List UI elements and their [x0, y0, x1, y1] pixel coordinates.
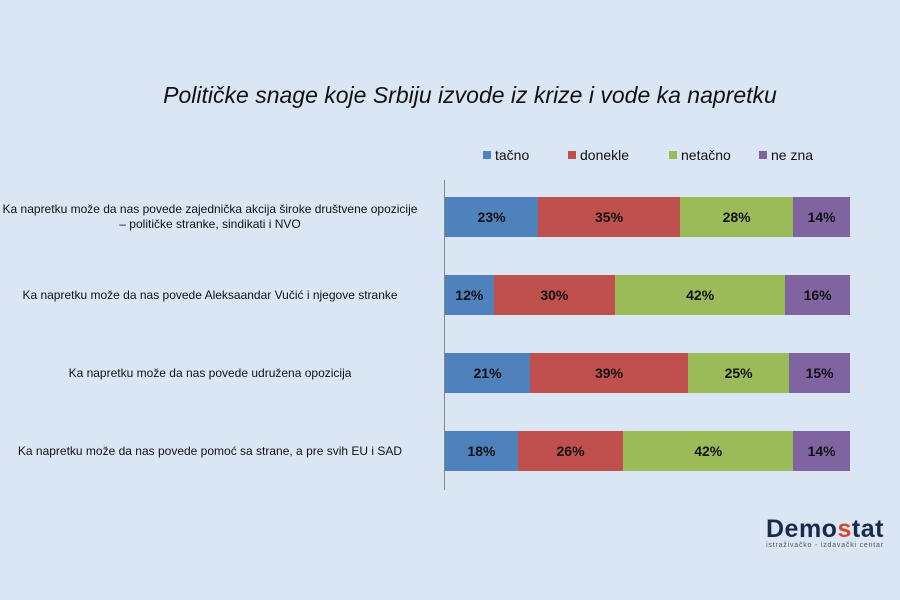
legend-label: ne zna: [771, 147, 814, 163]
bar-segment: 14%: [793, 431, 850, 471]
stacked-bar: 23% 35% 28% 14%: [445, 197, 850, 237]
bar-segment: 12%: [445, 275, 494, 315]
legend-label: donekle: [580, 147, 630, 163]
data-label: 35%: [595, 209, 624, 225]
category-label: Ka napretku može da nas povede Aleksaand…: [22, 287, 398, 302]
data-label: 23%: [477, 209, 506, 225]
data-label: 18%: [467, 443, 496, 459]
bar-segment: 42%: [615, 275, 786, 315]
logo-subtitle: istraživačko - izdavački centar: [766, 542, 884, 549]
data-label: 39%: [595, 365, 624, 381]
data-label: 25%: [724, 365, 753, 381]
bar-segment: 42%: [623, 431, 794, 471]
data-label: 15%: [805, 365, 834, 381]
data-label: 30%: [540, 287, 569, 303]
data-label: 26%: [556, 443, 585, 459]
legend-swatch: [483, 151, 491, 159]
y-axis-line: [444, 180, 445, 490]
category-label: Ka napretku može da nas povede udružena …: [68, 365, 352, 380]
legend-swatch: [759, 151, 767, 159]
bar-segment: 28%: [679, 197, 794, 237]
stacked-bar: 18% 26% 42% 14%: [445, 431, 850, 471]
data-label: 42%: [686, 287, 715, 303]
bar-segment: 23%: [445, 197, 539, 237]
data-label: 14%: [807, 443, 836, 459]
bar-segment: 30%: [493, 275, 616, 315]
bar-segment: 26%: [517, 431, 624, 471]
legend-label: netačno: [681, 147, 731, 163]
data-label: 12%: [455, 287, 484, 303]
legend-item: tačno: [483, 147, 529, 163]
data-label: 42%: [694, 443, 723, 459]
data-label: 28%: [722, 209, 751, 225]
stacked-bar: 12% 30% 42% 16%: [445, 275, 850, 315]
demostat-logo: Demostat istraživačko - izdavački centar: [766, 515, 884, 549]
legend-label: tačno: [495, 147, 530, 163]
stacked-bar: 21% 39% 25% 15%: [445, 353, 850, 393]
category-label: Ka napretku može da nas povede pomoć sa …: [17, 443, 403, 458]
bar-segment: 14%: [793, 197, 850, 237]
chart-title: Političke snage koje Srbiju izvode iz kr…: [163, 82, 777, 108]
data-label: 14%: [807, 209, 836, 225]
bar-segment: 39%: [530, 353, 688, 393]
bar-segment: 16%: [785, 275, 850, 315]
legend-item: ne zna: [759, 147, 813, 163]
category-label: Ka napretku može da nas povede zajedničk…: [2, 202, 418, 231]
legend-swatch: [568, 151, 576, 159]
legend-swatch: [669, 151, 677, 159]
data-label: 21%: [473, 365, 502, 381]
bar-segment: 21%: [445, 353, 531, 393]
bar-segment: 35%: [538, 197, 680, 237]
bar-segment: 18%: [445, 431, 518, 471]
legend-item: netačno: [669, 147, 731, 163]
logo-name: Demostat: [766, 515, 884, 543]
bar-segment: 15%: [789, 353, 850, 393]
bar-segment: 25%: [687, 353, 790, 393]
legend-item: donekle: [568, 147, 629, 163]
data-label: 16%: [803, 287, 832, 303]
